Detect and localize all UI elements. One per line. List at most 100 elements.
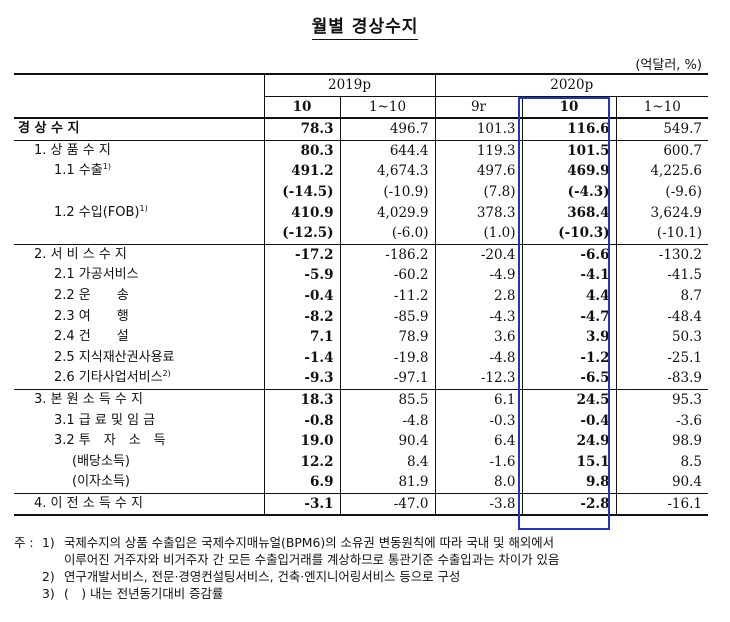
- table-row: 3. 본 원 소 득 수 지 18.3 85.5 6.1 24.5 95.3: [14, 388, 708, 411]
- table-cell: (-10.3): [521, 223, 616, 245]
- table-cell: -16.1: [615, 492, 708, 517]
- current-account-table: 2019p 2020p 10 1~10 9r 10 1~10 경 상 수 지 78…: [14, 72, 708, 517]
- header-year-2019: 2019p: [263, 72, 435, 97]
- table-cell: 4,029.9: [339, 202, 435, 224]
- table-row: 4. 이 전 소 득 수 지 -3.1 -47.0 -3.8 -2.8 -16.1: [14, 492, 708, 517]
- row-label-text: 2.5 지식재산권사용료: [54, 349, 175, 365]
- table-cell: -1.6: [434, 451, 522, 473]
- table-cell: 116.6: [521, 117, 616, 141]
- table-cell: -1.2: [521, 347, 616, 369]
- table-cell: 6.1: [434, 388, 522, 411]
- table-cell: 549.7: [615, 117, 708, 141]
- table-cell: -3.1: [263, 492, 340, 517]
- table-row: 2.3 여 행 -8.2 -85.9 -4.3 -4.7 -48.4: [14, 306, 708, 328]
- row-label: 3. 본 원 소 득 수 지: [14, 388, 264, 411]
- table-cell: -4.7: [521, 306, 616, 328]
- table-cell: -83.9: [615, 368, 708, 390]
- footnote-3: 3) ( ) 내는 전년동기대비 증감률: [14, 585, 724, 602]
- table-cell: -19.8: [339, 347, 435, 369]
- table-cell: -4.1: [521, 265, 616, 286]
- footnote-number: 1): [42, 535, 55, 550]
- table-row: 2.2 운 송 -0.4 -11.2 2.8 4.4 8.7: [14, 285, 708, 307]
- row-label: 2.2 운 송: [14, 286, 264, 307]
- footnote-ref: 2): [162, 369, 171, 379]
- table-cell: 24.9: [521, 431, 616, 452]
- table-cell: -130.2: [615, 243, 708, 266]
- table-cell: 95.3: [615, 388, 708, 411]
- footnote-text: ( ) 내는 전년동기대비 증감률: [64, 586, 224, 601]
- table-cell: 8.0: [434, 472, 522, 494]
- table-cell: 600.7: [615, 139, 708, 162]
- table-cell: 81.9: [339, 472, 435, 494]
- row-label-text: 2.6 기타사업서비스: [54, 370, 163, 386]
- footnote-1: 주 : 1) 국제수지의 상품 수출입은 국제수지매뉴얼(BPM6)의 소유권 …: [14, 534, 724, 551]
- row-label: 2.6 기타사업서비스2): [14, 368, 264, 389]
- table-cell: -48.4: [615, 306, 708, 328]
- row-label: 2. 서 비 스 수 지: [14, 243, 264, 266]
- table-cell: -11.2: [339, 285, 435, 307]
- row-label: 1. 상 품 수 지: [14, 139, 264, 162]
- row-label: 2.3 여 행: [14, 307, 264, 328]
- footnotes: 주 : 1) 국제수지의 상품 수출입은 국제수지매뉴얼(BPM6)의 소유권 …: [14, 534, 724, 602]
- row-label: 1.1 수출1): [14, 161, 264, 182]
- row-label: 4. 이 전 소 득 수 지: [14, 492, 264, 517]
- header-col-2: 1~10: [339, 95, 435, 119]
- table-cell: 50.3: [615, 327, 708, 348]
- table-cell: -97.1: [339, 368, 435, 390]
- table-cell: -17.2: [263, 243, 340, 266]
- table-cell: 98.9: [615, 431, 708, 452]
- row-label: 3.2 투 자 소 득: [14, 431, 264, 452]
- table-cell: 497.6: [434, 161, 522, 182]
- row-label: 2.5 지식재산권사용료: [14, 348, 264, 369]
- table-row: 1.2 수입(FOB)1) 410.9 4,029.9 378.3 368.4 3,624…: [14, 202, 708, 224]
- table-row: 2.4 건 설 7.1 78.9 3.6 3.9 50.3: [14, 327, 708, 348]
- table-cell: (1.0): [434, 223, 522, 245]
- row-label-text: 2.4 건 설: [54, 329, 129, 345]
- table-cell: 101.3: [434, 117, 522, 141]
- table-cell: (-14.5): [263, 181, 340, 203]
- header-col-1: 10: [263, 95, 340, 119]
- table-cell: 410.9: [263, 202, 340, 224]
- table-cell: (7.8): [434, 181, 522, 203]
- table-cell: 9.8: [521, 472, 616, 494]
- row-label-text: 2. 서 비 스 수 지: [34, 246, 127, 262]
- table-cell: -6.6: [521, 243, 616, 266]
- table-cell: 4,674.3: [339, 161, 435, 182]
- table-row: (-12.5) (-6.0) (1.0) (-10.3) (-10.1): [14, 223, 708, 245]
- table-cell: -25.1: [615, 347, 708, 369]
- header-col-4: 10: [521, 95, 616, 119]
- table-cell: -20.4: [434, 243, 522, 266]
- table-cell: 6.4: [434, 431, 522, 452]
- table-cell: 4.4: [521, 285, 616, 307]
- table-cell: (-9.6): [615, 181, 708, 203]
- row-label: 3.1 급 료 및 임 금: [14, 411, 264, 432]
- table-row: (배당소득) 12.2 8.4 -1.6 15.1 8.5: [14, 451, 708, 473]
- table-cell: -12.3: [434, 368, 522, 390]
- row-label-text: 3.2 투 자 소 득: [54, 433, 166, 449]
- table-cell: 7.1: [263, 327, 340, 348]
- unit-label: (억달러, %): [635, 58, 702, 73]
- table-cell: (-12.5): [263, 223, 340, 245]
- row-label: (이자소득): [14, 472, 264, 493]
- footnote-mark: 주 :: [14, 535, 34, 550]
- table-cell: 8.7: [615, 285, 708, 307]
- row-label: 2.4 건 설: [14, 327, 264, 348]
- table-cell: -6.5: [521, 368, 616, 390]
- table-cell: 119.3: [434, 139, 522, 162]
- table-cell: 8.5: [615, 451, 708, 473]
- table-row: 2.6 기타사업서비스2) -9.3 -97.1 -12.3 -6.5 -83.9: [14, 368, 708, 390]
- row-label-text: 1.1 수출: [54, 163, 103, 179]
- table-cell: -60.2: [339, 265, 435, 286]
- table-row: (이자소득) 6.9 81.9 8.0 9.8 90.4: [14, 472, 708, 494]
- table-cell: -0.8: [263, 410, 340, 432]
- table-cell: -2.8: [521, 492, 616, 517]
- table-cell: -85.9: [339, 306, 435, 328]
- footnote-ref: 1): [102, 162, 111, 172]
- table-row: 1. 상 품 수 지 80.3 644.4 119.3 101.5 600.7: [14, 139, 708, 162]
- row-label-text: 1.2 수입(FOB): [54, 204, 140, 220]
- table-cell: 90.4: [339, 431, 435, 452]
- table-cell: -9.3: [263, 368, 340, 390]
- table-cell: -4.8: [434, 347, 522, 369]
- table-cell: 78.3: [263, 117, 340, 141]
- table-cell: 78.9: [339, 327, 435, 348]
